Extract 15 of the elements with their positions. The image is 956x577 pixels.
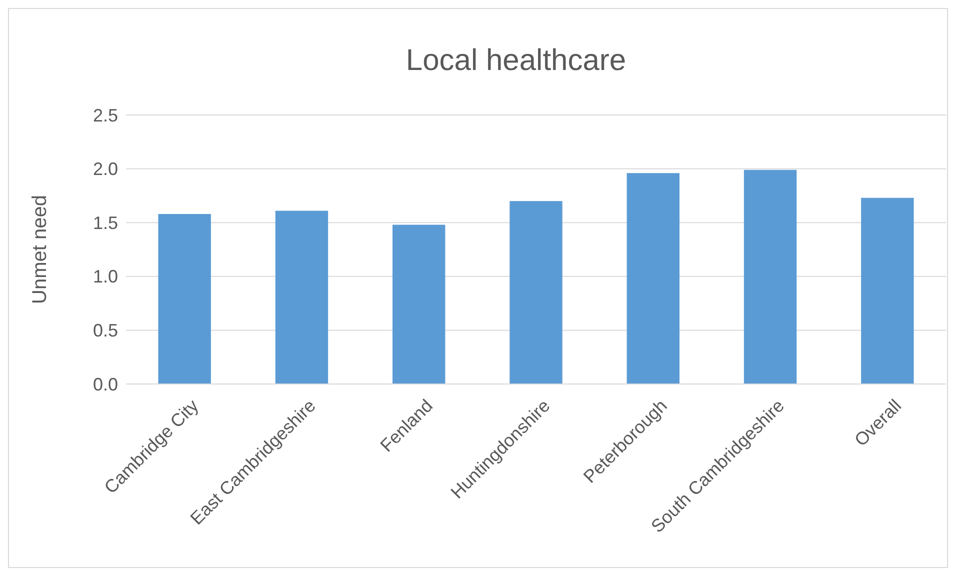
bar [510, 201, 562, 384]
y-tick-label: 2.5 [92, 105, 118, 126]
y-tick-label: 0.5 [92, 320, 118, 340]
bar [275, 210, 328, 384]
bar [626, 173, 680, 384]
y-tick-label: 2.0 [92, 159, 118, 180]
bar [158, 214, 211, 384]
chart-title: Local healthcare [406, 44, 626, 77]
y-tick-label: 1.5 [92, 212, 118, 233]
bar [744, 170, 797, 384]
bar [392, 224, 446, 384]
y-tick-label: 0.0 [92, 374, 118, 394]
bar [861, 198, 914, 384]
y-tick-label: 1.0 [92, 266, 118, 287]
y-axis-title: Unmet need [29, 195, 51, 304]
